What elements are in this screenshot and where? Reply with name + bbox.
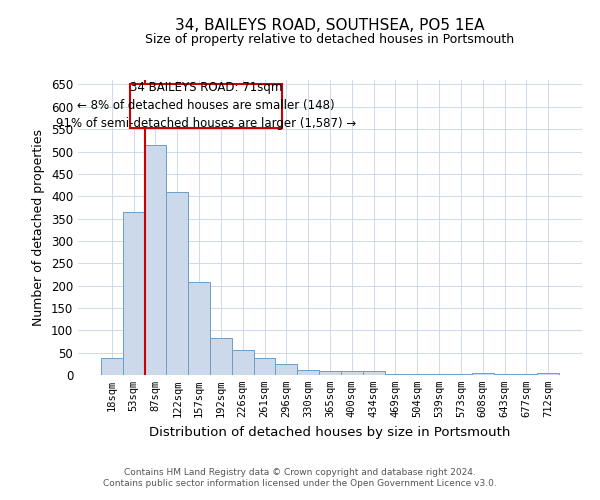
- Bar: [130, 84, 282, 128]
- Bar: [341, 372, 363, 375]
- Bar: [101, 358, 123, 375]
- Bar: [232, 350, 254, 375]
- Bar: [494, 374, 515, 375]
- Text: 34, BAILEYS ROAD, SOUTHSEA, PO5 1EA: 34, BAILEYS ROAD, SOUTHSEA, PO5 1EA: [175, 18, 485, 32]
- Bar: [210, 338, 232, 375]
- Bar: [319, 372, 341, 375]
- Bar: [123, 212, 145, 375]
- Bar: [537, 373, 559, 375]
- Bar: [363, 372, 385, 375]
- X-axis label: Distribution of detached houses by size in Portsmouth: Distribution of detached houses by size …: [149, 426, 511, 438]
- Text: 34 BAILEYS ROAD: 71sqm
← 8% of detached houses are smaller (148)
91% of semi-det: 34 BAILEYS ROAD: 71sqm ← 8% of detached …: [56, 82, 356, 130]
- Y-axis label: Number of detached properties: Number of detached properties: [32, 129, 46, 326]
- Bar: [450, 374, 472, 375]
- Bar: [188, 282, 210, 375]
- Text: Contains HM Land Registry data © Crown copyright and database right 2024.
Contai: Contains HM Land Registry data © Crown c…: [103, 468, 497, 487]
- Bar: [297, 370, 319, 375]
- Bar: [428, 374, 450, 375]
- Text: Size of property relative to detached houses in Portsmouth: Size of property relative to detached ho…: [145, 32, 515, 46]
- Bar: [275, 364, 297, 375]
- Bar: [166, 192, 188, 375]
- Bar: [515, 374, 537, 375]
- Bar: [254, 358, 275, 375]
- Bar: [145, 145, 166, 375]
- Bar: [472, 373, 494, 375]
- Bar: [385, 374, 406, 375]
- Bar: [406, 374, 428, 375]
